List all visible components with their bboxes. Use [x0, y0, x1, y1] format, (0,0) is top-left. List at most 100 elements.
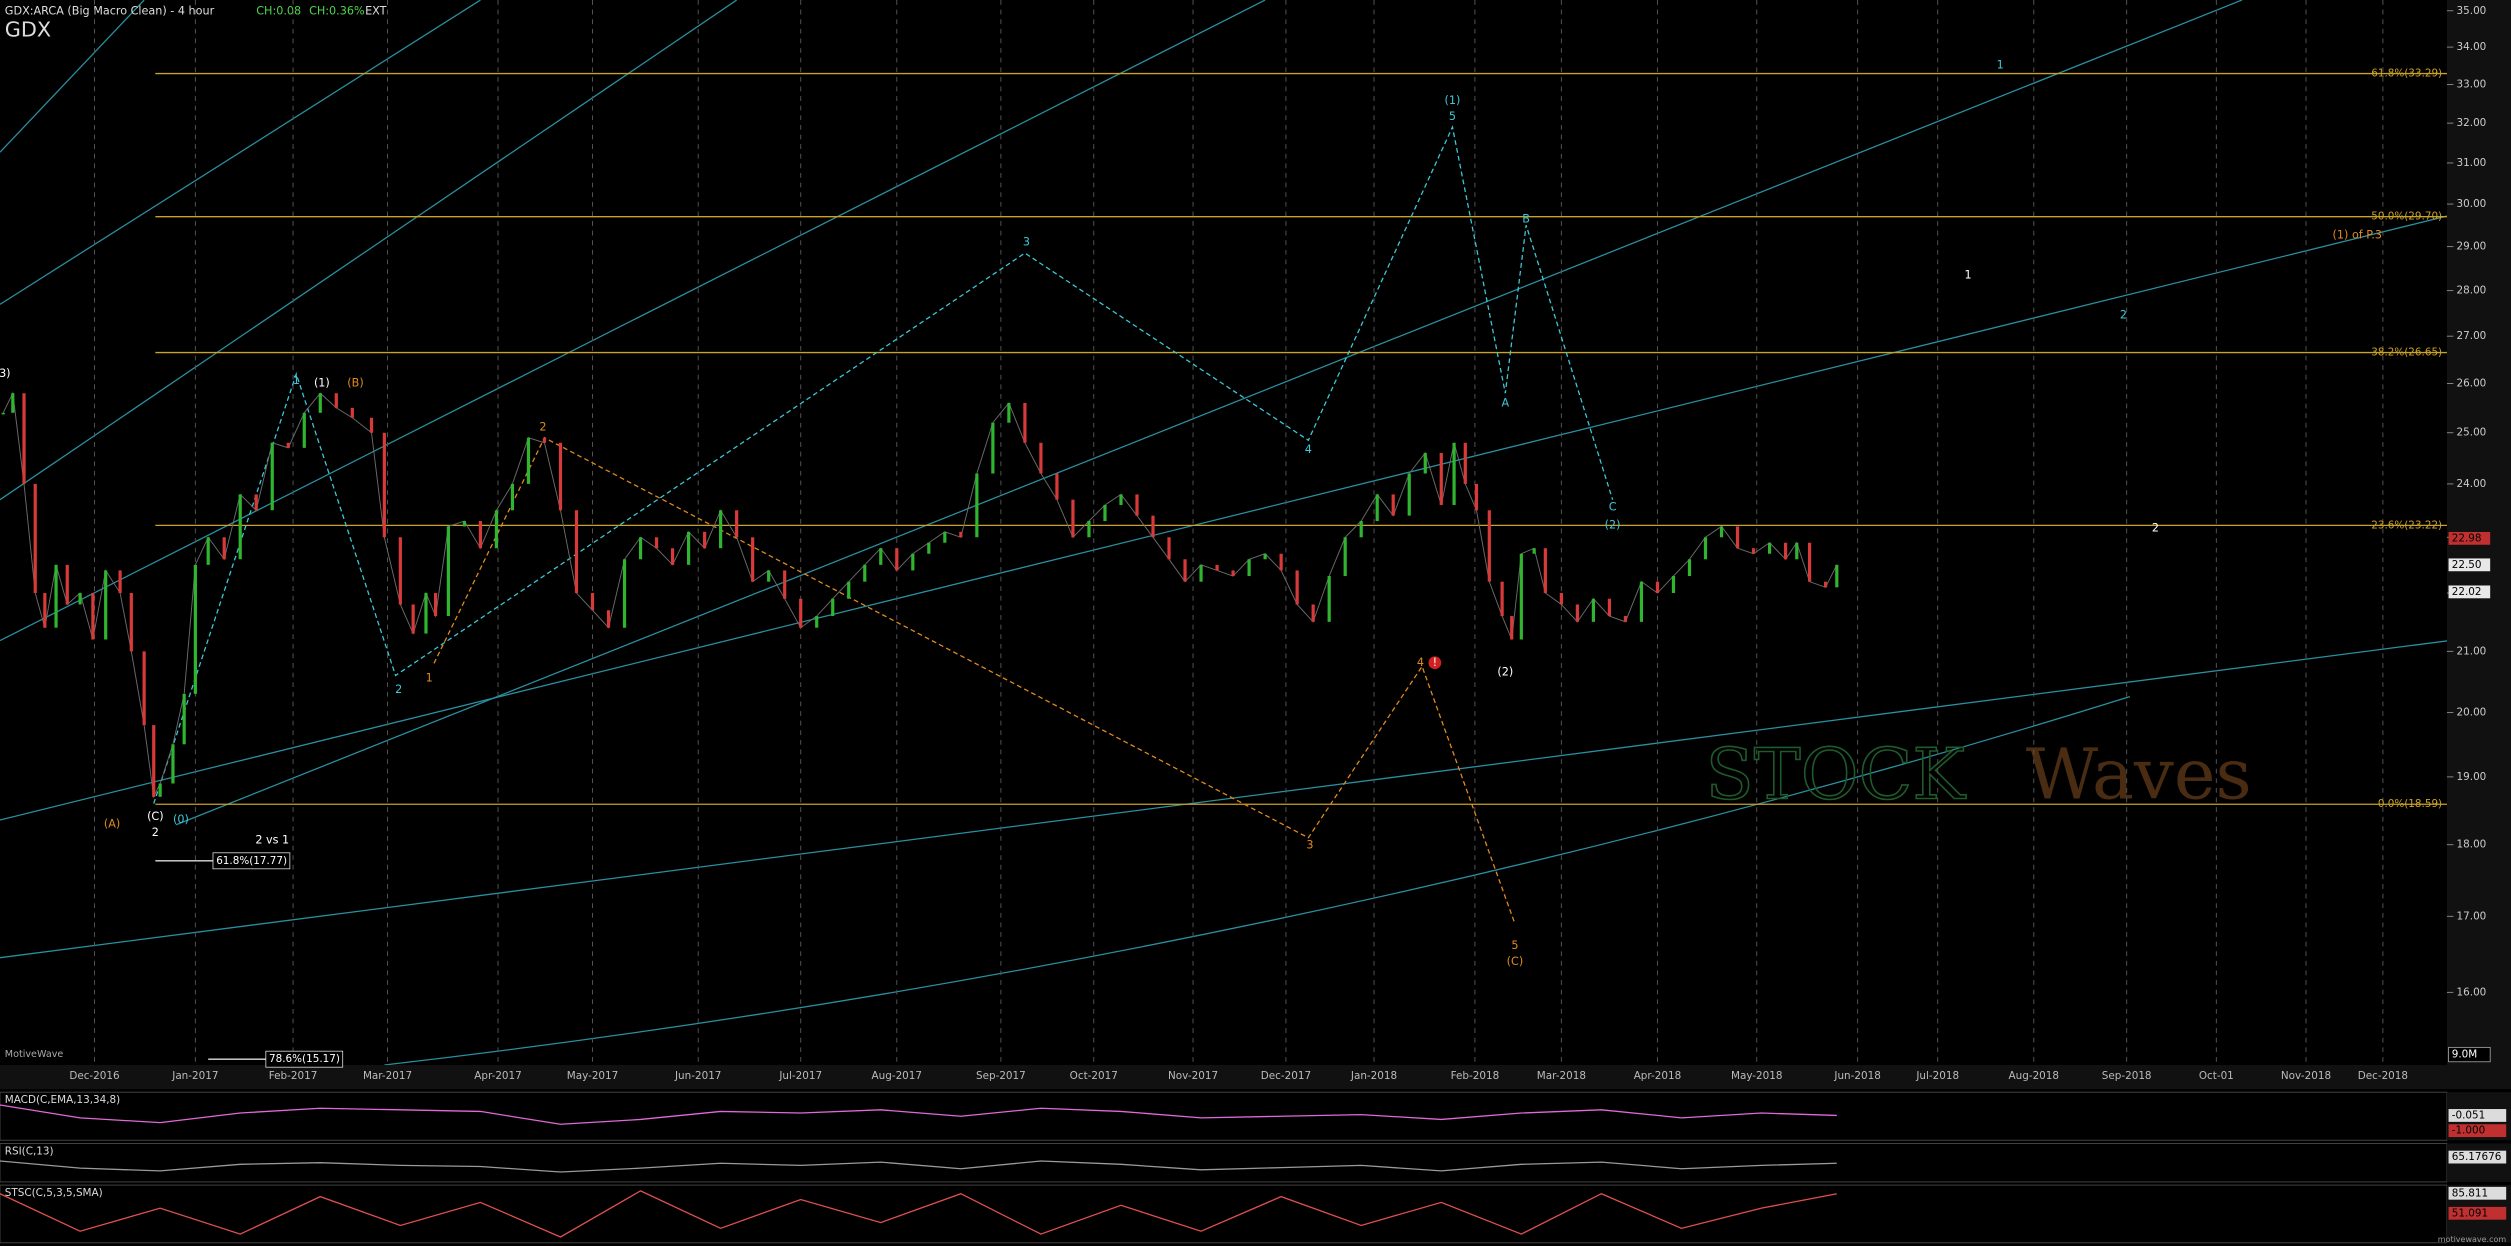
wave-label: 2	[395, 683, 402, 696]
channel-line	[175, 0, 2243, 826]
indicator-flag	[2448, 1206, 2507, 1220]
y-tick-label: 16.00	[2457, 986, 2487, 998]
price-flag	[2448, 531, 2491, 545]
wave-label: (1) of P.3	[2333, 228, 2382, 241]
indicator-title: STSC(C,5,3,5,SMA)	[5, 1187, 103, 1199]
x-tick-label: Mar-2018	[1537, 1070, 1586, 1082]
indicator-title: RSI(C,13)	[5, 1145, 54, 1157]
channel-line	[0, 0, 481, 305]
y-tick-label: 29.00	[2457, 241, 2487, 253]
channel-lines	[0, 0, 2511, 1066]
wave-label: 5	[1511, 939, 1518, 952]
x-tick-label: Oct-01	[2199, 1070, 2234, 1082]
indicator-flag	[2448, 1109, 2507, 1122]
wave-label: 2	[539, 421, 546, 434]
extension-box	[212, 852, 291, 870]
wave-label: (C)	[147, 810, 164, 823]
extension-label: 78.6%(15.17)	[269, 1053, 340, 1065]
session: EXT	[365, 4, 387, 17]
y-tick-label: 20.00	[2457, 707, 2487, 719]
fib-label: 50.0%(29.70)	[2371, 211, 2442, 223]
price-flag-label: 22.02	[2452, 586, 2482, 598]
x-tick-label: Sep-2018	[2102, 1070, 2152, 1082]
x-tick-label: Dec-2018	[2358, 1070, 2408, 1082]
x-tick-label: Jun-2017	[674, 1070, 721, 1082]
wave-label: 1	[1997, 59, 2004, 72]
channel-curve	[384, 696, 2131, 1066]
y-tick-label: 25.00	[2457, 427, 2487, 439]
price-flag-label: 22.50	[2452, 559, 2482, 571]
channel-line	[0, 0, 1266, 642]
fib-label: 0.0%(18.59)	[2378, 798, 2442, 810]
y-tick-label: 21.00	[2457, 645, 2487, 657]
wave-label: (1)	[1445, 94, 1461, 107]
price-flag	[2448, 558, 2491, 572]
extension-label: 61.8%(17.77)	[216, 855, 287, 867]
channel-line	[0, 0, 145, 153]
wave-label: 4	[1305, 443, 1312, 456]
x-tick-label: Jan-2017	[171, 1070, 218, 1082]
x-tick-label: May-2018	[1731, 1070, 1783, 1082]
y-tick-label: 19.00	[2457, 771, 2487, 783]
symbol: GDX	[5, 17, 51, 41]
y-tick-label: 27.00	[2457, 330, 2487, 342]
time-axis	[0, 1064, 2447, 1090]
alert-icon	[1428, 656, 1442, 670]
y-tick-label: 28.00	[2457, 285, 2487, 297]
x-tick-label: Jun-2018	[1833, 1070, 1880, 1082]
indicator-flag-label: -0.051	[2452, 1109, 2486, 1121]
wave-label: 2	[152, 826, 159, 839]
extension-box	[265, 1050, 344, 1068]
x-tick-label: Feb-2017	[269, 1070, 318, 1082]
indicator-flag-label: -1.000	[2452, 1125, 2486, 1137]
x-tick-label: Nov-2017	[1168, 1070, 1218, 1082]
wave-label: 5	[1449, 110, 1456, 123]
x-tick-label: Jul-2017	[778, 1070, 822, 1082]
indicator-flag	[2448, 1150, 2507, 1164]
x-tick-label: Aug-2018	[2009, 1070, 2059, 1082]
wave-label: A	[1501, 396, 1509, 409]
indicator-flag-label: 51.091	[2452, 1207, 2488, 1219]
y-tick-label: 35.00	[2457, 5, 2487, 17]
fib-label: 23.6%(23.22)	[2371, 519, 2442, 531]
wave-label: 3	[1023, 235, 1030, 248]
change: CH:0.08	[256, 4, 301, 17]
y-tick-label: 32.00	[2457, 117, 2487, 129]
wave-label: B	[1522, 213, 1530, 226]
price-flag	[2448, 585, 2491, 599]
wave-label: (2)	[1605, 518, 1621, 531]
x-tick-label: Mar-2017	[363, 1070, 412, 1082]
wave-label: 1	[426, 672, 433, 685]
x-tick-label: Jan-2018	[1350, 1070, 1397, 1082]
wave-label: (A)	[104, 818, 120, 831]
volume-box	[2448, 1046, 2491, 1063]
indicator-flag	[2448, 1186, 2507, 1200]
watermark: STOCK	[1705, 733, 1966, 815]
indicator-panel	[0, 1142, 2448, 1183]
x-tick-label: May-2017	[567, 1070, 619, 1082]
x-tick-label: Oct-2017	[1070, 1070, 1118, 1082]
wave-projection	[433, 436, 1516, 924]
wave-label: (1)	[314, 377, 330, 390]
x-tick-label: Nov-2018	[2281, 1070, 2331, 1082]
wave-label: (0)	[173, 813, 189, 826]
channel-line	[0, 0, 738, 501]
channel-line	[0, 631, 2511, 959]
indicator-flag-label: 85.811	[2452, 1187, 2488, 1199]
wave-label: (C)	[1507, 955, 1524, 968]
y-tick-label: 30.00	[2457, 198, 2487, 210]
y-tick-label: 33.00	[2457, 79, 2487, 91]
wave-label: 1	[293, 374, 300, 387]
fib-label: 38.2%(26.65)	[2371, 347, 2442, 359]
indicator-line	[0, 1104, 1837, 1125]
wave-label: 1	[1965, 268, 1972, 281]
footer: motivewave.com	[2438, 1235, 2507, 1244]
indicator-flag	[2448, 1124, 2507, 1138]
indicator-line	[0, 1160, 1837, 1173]
indicator-line	[0, 1190, 1837, 1238]
y-tick-label: 17.00	[2457, 910, 2487, 922]
wave-label: 3)	[0, 367, 11, 380]
brand: MotiveWave	[5, 1049, 64, 1060]
wave-label: C	[1609, 501, 1617, 514]
